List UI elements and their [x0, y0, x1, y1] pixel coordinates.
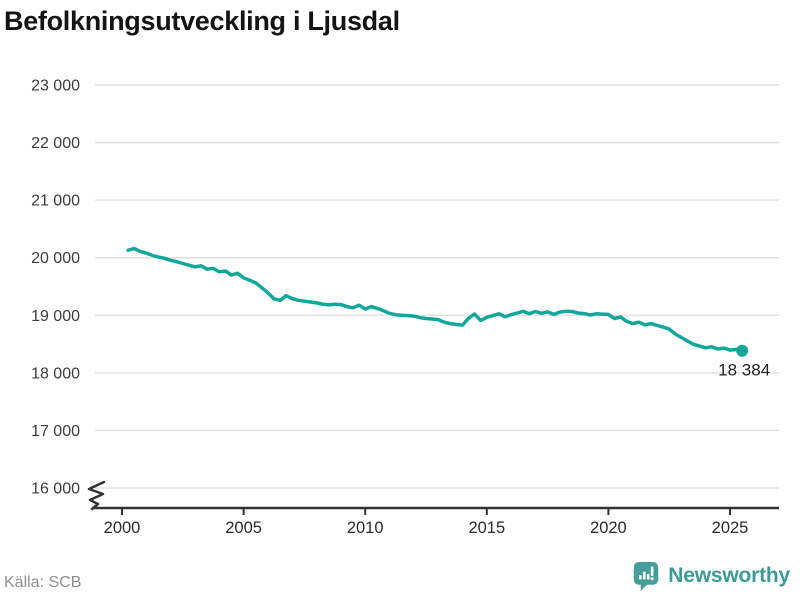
y-tick-label: 17 000: [31, 423, 80, 440]
source-label: Källa: SCB: [4, 574, 82, 591]
x-tick-label: 2000: [104, 519, 141, 537]
y-tick-label: 21 000: [31, 193, 80, 210]
y-tick-label: 23 000: [31, 78, 80, 95]
newsworthy-brand-text: Newsworthy: [668, 564, 790, 587]
latest-value-dot: [736, 344, 749, 357]
x-tick-label: 2020: [590, 519, 627, 537]
y-tick-label: 22 000: [31, 135, 80, 152]
y-tick-label: 20 000: [31, 250, 80, 267]
y-tick-label: 18 000: [31, 365, 80, 382]
latest-value-label: 18 384: [718, 361, 770, 380]
newsworthy-bubble-icon: [634, 562, 659, 591]
newsworthy-logo[interactable]: Newsworthy: [632, 560, 790, 592]
x-tick-label: 2025: [712, 519, 749, 537]
chart-title: Befolkningsutveckling i Ljusdal: [4, 6, 400, 36]
x-tick-label: 2015: [468, 519, 505, 537]
population-line-chart: 23 000 22 000 21 000 20 000 19 000 18 000 17 0…: [31, 78, 779, 537]
x-tick-label: 2005: [225, 519, 262, 537]
footer: Källa: SCB Newsworthy: [0, 556, 800, 600]
x-tick-label: 2010: [347, 519, 384, 537]
y-tick-label: 19 000: [31, 308, 80, 325]
y-axis-break-icon: [87, 480, 106, 511]
population-trend-line: [126, 246, 744, 353]
y-tick-label: 16 000: [31, 481, 80, 498]
